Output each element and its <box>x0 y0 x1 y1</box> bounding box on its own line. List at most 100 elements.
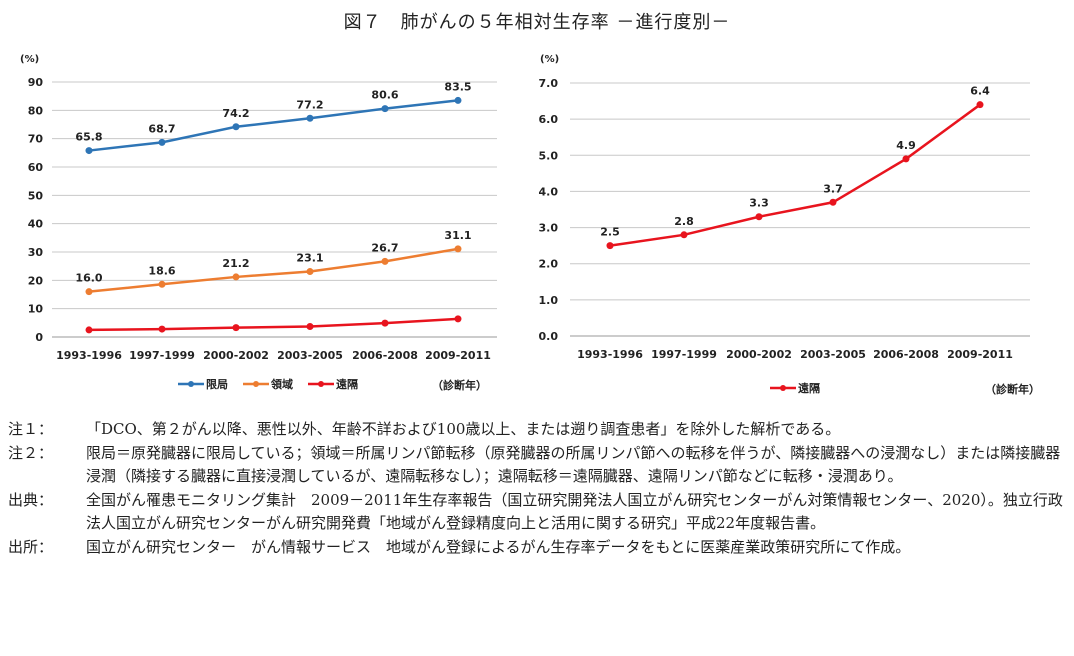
y-tick-label: 3.0 <box>539 222 559 235</box>
note-label: 出典： <box>8 490 54 509</box>
y-tick-label: 30 <box>28 246 44 259</box>
data-label: 26.7 <box>371 241 398 254</box>
note-text: 限局＝原発臓器に限局している；領域＝所属リンパ節転移（原発臓器の所属リンパ節への… <box>86 443 1061 486</box>
y-tick-label: 0 <box>35 331 43 344</box>
data-point <box>232 273 240 281</box>
y-tick-label: 20 <box>28 274 44 287</box>
series-line-限局 <box>88 99 459 152</box>
data-point <box>85 147 93 155</box>
legend-label: 遠隔 <box>336 377 358 391</box>
data-label: 4.9 <box>896 139 916 152</box>
note-text: 全国がん罹患モニタリング集計 2009－2011年生存率報告（国立研究開発法人国… <box>86 490 1063 533</box>
data-label: 3.3 <box>749 197 769 210</box>
y-axis-label: (%) <box>20 54 39 65</box>
x-tick-label: 2006-2008 <box>873 348 939 361</box>
data-point <box>606 242 614 250</box>
data-label: 16.0 <box>75 272 102 285</box>
y-tick-label: 50 <box>28 189 44 202</box>
y-tick-label: 6.0 <box>539 113 559 126</box>
data-point <box>85 288 93 296</box>
note-text: 国立がん研究センター がん情報サービス 地域がん登録によるがん生存率データをもと… <box>86 537 911 556</box>
data-point <box>158 325 166 333</box>
series-line-遠隔 <box>88 317 459 332</box>
data-label: 74.2 <box>222 107 249 120</box>
data-point <box>232 324 240 332</box>
y-tick-label: 2.0 <box>539 258 559 271</box>
data-point <box>454 96 462 104</box>
x-tick-label: 2003-2005 <box>800 348 866 361</box>
x-tick-label: 2000-2002 <box>726 348 792 361</box>
y-tick-label: 10 <box>28 303 44 316</box>
data-point <box>158 280 166 288</box>
source: 出典： 全国がん罹患モニタリング集計 2009－2011年生存率報告（国立研究開発… <box>8 489 1068 536</box>
data-label: 2.5 <box>600 226 620 239</box>
data-point <box>454 245 462 253</box>
data-point <box>976 101 984 109</box>
x-tick-label: 2009-2011 <box>425 349 491 362</box>
data-label: 3.7 <box>823 182 843 195</box>
legend-label: 遠隔 <box>798 381 820 395</box>
x-tick-label: 1997-1999 <box>651 348 717 361</box>
data-point <box>902 155 910 163</box>
x-axis-label: （診断年） <box>985 382 1040 396</box>
y-tick-label: 40 <box>28 218 44 231</box>
y-tick-label: 4.0 <box>539 185 559 198</box>
x-tick-label: 1993-1996 <box>56 349 122 362</box>
data-label: 68.7 <box>148 122 175 135</box>
note-2: 注２： 限局＝原発臓器に限局している；領域＝所属リンパ節転移（原発臓器の所属リンパ… <box>8 442 1068 489</box>
data-label: 80.6 <box>371 89 398 102</box>
y-axis-label: (%) <box>540 54 559 65</box>
data-label: 65.8 <box>75 131 102 144</box>
note-label: 出所： <box>8 537 54 556</box>
data-point <box>158 138 166 146</box>
x-tick-label: 1993-1996 <box>577 348 643 361</box>
y-tick-label: 7.0 <box>539 77 559 90</box>
data-point <box>306 114 314 122</box>
y-tick-label: 1.0 <box>539 294 559 307</box>
legend-marker <box>780 385 786 391</box>
data-point <box>680 231 688 239</box>
origin: 出所： 国立がん研究センター がん情報サービス 地域がん登録によるがん生存率データ… <box>8 536 1068 560</box>
legend-marker <box>318 381 324 387</box>
notes: 注１： 「DCO、第２がん以降、悪性以外、年齢不詳および100歳以上、または遡り調… <box>8 418 1068 559</box>
note-label: 注１： <box>8 420 54 438</box>
x-tick-label: 2000-2002 <box>203 349 269 362</box>
y-tick-label: 80 <box>28 104 44 117</box>
note-text: 「DCO、第２がん以降、悪性以外、年齢不詳および100歳以上、または遡り調査患者… <box>86 420 841 438</box>
series-line-遠隔 <box>609 103 981 247</box>
data-label: 6.4 <box>970 85 990 98</box>
data-point <box>381 319 389 327</box>
x-tick-label: 2009-2011 <box>947 348 1013 361</box>
x-tick-label: 1997-1999 <box>129 349 195 362</box>
data-point <box>381 257 389 265</box>
data-label: 21.2 <box>222 257 249 270</box>
figure-title: 図７ 肺がんの５年相対生存率 －進行度別－ <box>343 12 731 33</box>
y-tick-label: 90 <box>28 76 44 89</box>
note-label: 注２： <box>8 443 54 462</box>
y-tick-label: 70 <box>28 133 44 146</box>
data-label: 77.2 <box>296 98 323 111</box>
data-label: 18.6 <box>148 264 175 277</box>
data-point <box>85 326 93 334</box>
data-point <box>306 268 314 276</box>
data-point <box>829 198 837 206</box>
x-tick-label: 2003-2005 <box>277 349 343 362</box>
data-label: 23.1 <box>296 252 323 265</box>
charts: (%) 0 10 20 30 40 50 60 70 80 90 1993-1996 1997-1999… <box>20 54 1040 396</box>
data-point <box>232 123 240 131</box>
data-point <box>755 213 763 221</box>
legend-marker <box>253 381 259 387</box>
data-label: 2.8 <box>674 215 694 228</box>
y-tick-label: 0.0 <box>539 330 559 343</box>
y-tick-label: 60 <box>28 161 44 174</box>
note-1: 注１： 「DCO、第２がん以降、悪性以外、年齢不詳および100歳以上、または遡り調… <box>8 418 1068 442</box>
legend-label: 領域 <box>270 377 293 391</box>
y-tick-label: 5.0 <box>539 149 559 162</box>
legend-label: 限局 <box>206 377 228 391</box>
legend-marker <box>188 381 194 387</box>
data-point <box>306 323 314 331</box>
x-axis-label: （診断年） <box>432 378 487 392</box>
data-label: 31.1 <box>444 229 471 242</box>
x-tick-label: 2006-2008 <box>352 349 418 362</box>
